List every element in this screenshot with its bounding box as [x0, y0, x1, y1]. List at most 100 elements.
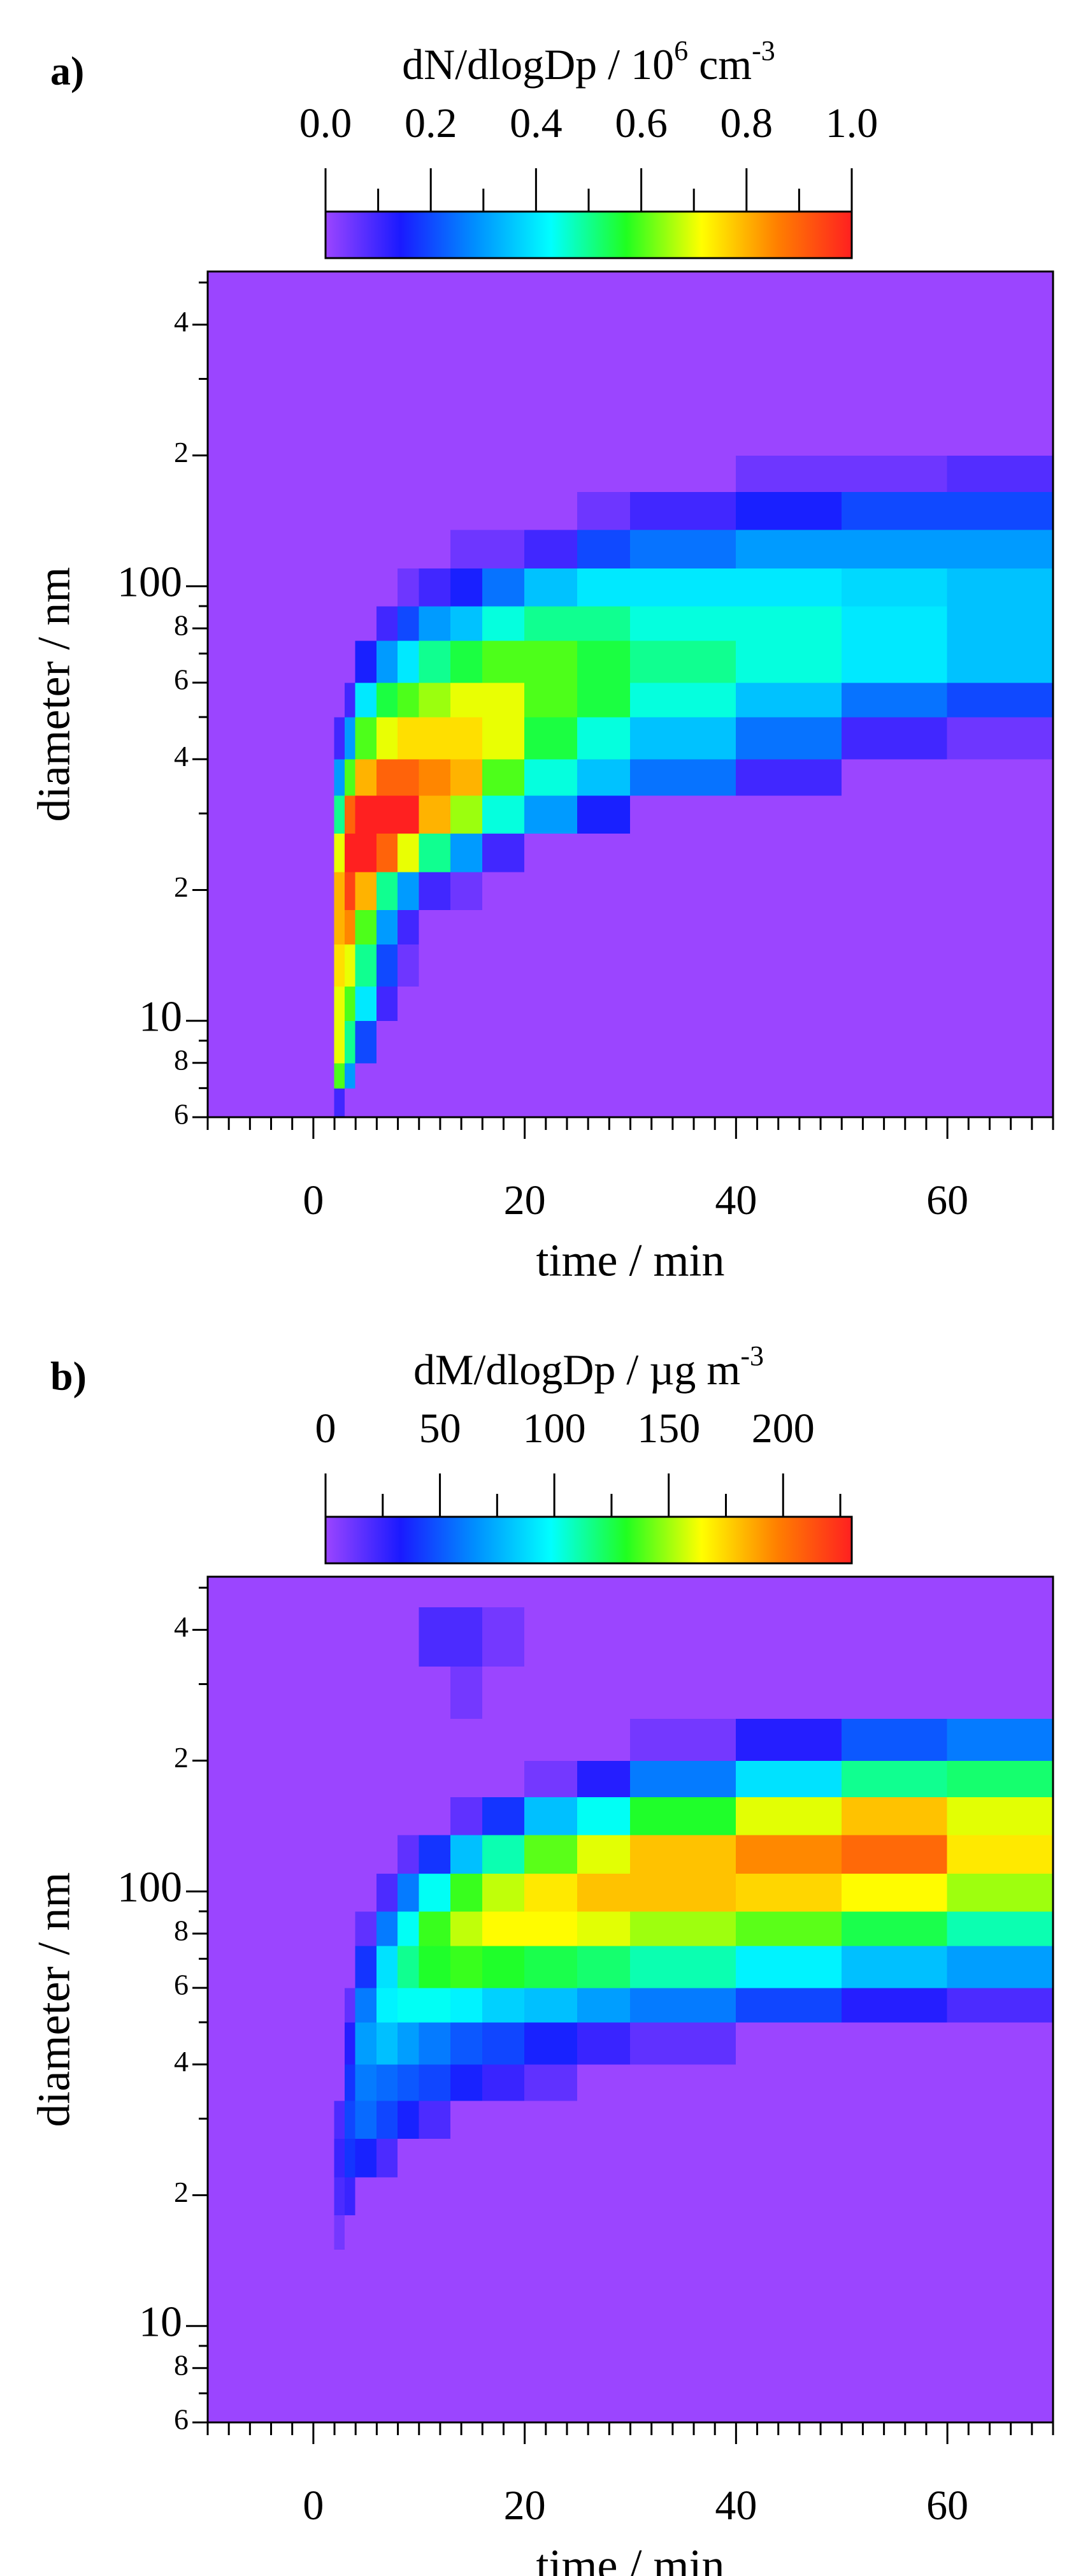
heatmap-cell [450, 2215, 483, 2250]
heatmap-cell [398, 568, 420, 607]
colorbar-tick-label: 0.8 [721, 100, 773, 147]
heatmap-cell [345, 1873, 356, 1912]
heatmap-cell [947, 2064, 1054, 2101]
heatmap-cell [947, 833, 1054, 872]
heatmap-cell [841, 1873, 948, 1912]
heatmap-cell [947, 455, 1054, 493]
heatmap-cell [735, 568, 842, 607]
heatmap-cell [482, 1834, 526, 1874]
heatmap-cell [419, 944, 452, 987]
heatmap-cell [334, 1797, 346, 1835]
heatmap-cell [334, 871, 346, 911]
heatmap-cell [334, 1665, 346, 1719]
heatmap-cell [735, 1607, 842, 1667]
heatmap-cell [376, 1911, 399, 1946]
heatmap-cell [419, 2176, 452, 2216]
heatmap-cell [947, 2138, 1054, 2178]
colorbar-tick-label: 0.6 [615, 100, 668, 147]
y-tick-label: 10 [139, 2297, 182, 2345]
heatmap-cell [841, 2176, 948, 2216]
heatmap-cell [355, 1718, 377, 1762]
heatmap-cell [630, 640, 736, 683]
heatmap-cell [345, 1760, 356, 1798]
heatmap-cell [450, 1760, 483, 1798]
heatmap-cell [577, 1873, 631, 1912]
heatmap-cell [334, 2100, 346, 2139]
heatmap-cell [398, 605, 420, 641]
heatmap-cell [355, 2022, 377, 2065]
heatmap-cell [735, 2392, 842, 2423]
heatmap-cell [630, 682, 736, 718]
colorbar-tick-label: 1.0 [826, 100, 878, 147]
heatmap-cell [334, 301, 346, 361]
heatmap-cell [524, 1987, 578, 2023]
heatmap-cell [947, 2215, 1054, 2250]
heatmap-cell [376, 871, 399, 911]
heatmap-cell [450, 2100, 483, 2139]
heatmap-cell [524, 413, 578, 456]
heatmap-cell [376, 1987, 399, 2023]
heatmap-cell [577, 2215, 631, 2250]
heatmap-cell [482, 2138, 526, 2178]
heatmap-cell [334, 455, 346, 493]
heatmap-cell [450, 413, 483, 456]
heatmap-cell [630, 2368, 736, 2394]
heatmap-cell [841, 455, 948, 493]
heatmap-cell [482, 2100, 526, 2139]
heatmap-cell [482, 529, 526, 569]
heatmap-cell [947, 2249, 1054, 2292]
x-tick-label: 0 [303, 1177, 324, 1224]
heatmap-cell [398, 2100, 420, 2139]
heatmap-cell [735, 529, 842, 569]
heatmap-cell [450, 871, 483, 911]
heatmap-cell [398, 871, 420, 911]
heatmap-cell [524, 944, 578, 987]
colorbar-tick-label: 100 [523, 1405, 586, 1452]
heatmap-cell [577, 529, 631, 569]
heatmap-cell [419, 682, 452, 718]
heatmap-cell [841, 491, 948, 530]
heatmap-cell [735, 1834, 842, 1874]
heatmap-cell [947, 1665, 1054, 1719]
heatmap-cell [947, 2100, 1054, 2139]
heatmap-cell [376, 455, 399, 493]
heatmap-cell [577, 2064, 631, 2101]
heatmap-cell [355, 1911, 377, 1946]
heatmap-cell [345, 605, 356, 641]
heatmap-cell [577, 909, 631, 945]
heatmap-cell [524, 833, 578, 872]
colorbar-title: dM/dlogDp / µg m-3 [413, 1340, 764, 1394]
heatmap-cell [450, 1665, 483, 1719]
heatmap-cell [345, 529, 356, 569]
heatmap-cell [524, 2138, 578, 2178]
heatmap-cell [345, 944, 356, 987]
heatmap-cell [577, 2392, 631, 2423]
colorbar-tick-label: 50 [419, 1405, 461, 1452]
y-tick-label: 6 [174, 2403, 189, 2436]
heatmap-cell [524, 1062, 578, 1089]
heatmap-cell [334, 1087, 346, 1118]
heatmap-cell [419, 2064, 452, 2101]
heatmap-cell [735, 2326, 842, 2369]
heatmap-cell [482, 2176, 526, 2216]
heatmap-cell [355, 568, 377, 607]
heatmap-cell [841, 2392, 948, 2423]
y-tick-label: 4 [174, 740, 189, 772]
heatmap-cell [482, 909, 526, 945]
heatmap-cell [334, 2022, 346, 2065]
y-tick-label: 10 [139, 992, 182, 1040]
heatmap-cell [398, 529, 420, 569]
heatmap-cell [577, 1087, 631, 1118]
x-axis-label: time / min [536, 1235, 725, 1286]
heatmap-cell [577, 568, 631, 607]
heatmap-cell [630, 833, 736, 872]
heatmap-cell [482, 682, 526, 718]
heatmap-cell [398, 1020, 420, 1064]
heatmap-cell [334, 716, 346, 760]
heatmap-cell [334, 2291, 346, 2327]
heatmap-cell [419, 1834, 452, 1874]
heatmap-cell [355, 1607, 377, 1667]
heatmap-cell [345, 716, 356, 760]
heatmap-cell [334, 682, 346, 718]
heatmap-cell [524, 640, 578, 683]
